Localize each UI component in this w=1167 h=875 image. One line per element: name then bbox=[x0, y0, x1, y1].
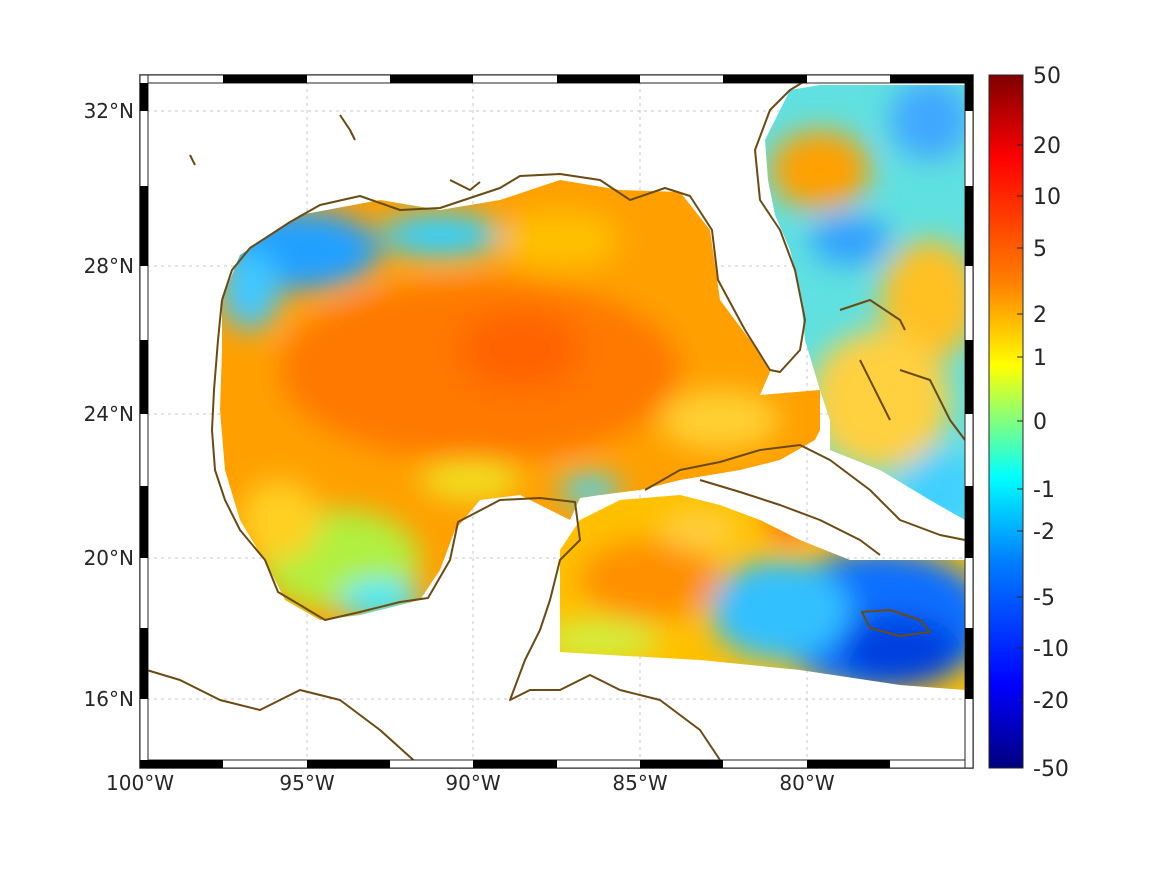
lon-tick-label: 85°W bbox=[612, 771, 667, 795]
lon-tick-label: 90°W bbox=[445, 771, 500, 795]
colorbar-tick-label: -10 bbox=[1033, 637, 1069, 662]
lat-tick-label: 24°N bbox=[84, 402, 134, 426]
lon-tick-label: 100°W bbox=[106, 771, 174, 795]
colorbar-tick-label: -2 bbox=[1033, 520, 1055, 545]
colorbar-tick-label: -1 bbox=[1033, 478, 1055, 503]
lon-axis: 100°W 95°W 90°W 85°W 80°W bbox=[106, 771, 835, 795]
lat-tick-label: 20°N bbox=[84, 546, 134, 570]
colorbar-tick-label: 20 bbox=[1033, 134, 1061, 159]
lat-tick-label: 16°N bbox=[84, 687, 134, 711]
colorbar-tick-label: 0 bbox=[1033, 410, 1047, 435]
colorbar-tick-label: 2 bbox=[1033, 303, 1047, 328]
lon-tick-label: 95°W bbox=[279, 771, 334, 795]
lat-axis: 32°N 28°N 24°N 20°N 16°N bbox=[84, 99, 134, 711]
colorbar-tick-label: 50 bbox=[1033, 64, 1061, 89]
colorbar-tick-label: 1 bbox=[1033, 346, 1047, 371]
colorbar-tick-label: -50 bbox=[1033, 757, 1069, 782]
lat-tick-label: 32°N bbox=[84, 99, 134, 123]
colorbar-tick-label: 10 bbox=[1033, 185, 1061, 210]
map-frame bbox=[139, 74, 974, 769]
colorbar-tick-label: -5 bbox=[1033, 586, 1055, 611]
colorbar-tick-label: 5 bbox=[1033, 237, 1047, 262]
lon-tick-label: 80°W bbox=[779, 771, 834, 795]
lat-tick-label: 28°N bbox=[84, 254, 134, 278]
colorbar-tick-label: -20 bbox=[1033, 689, 1069, 714]
coastlines bbox=[139, 77, 966, 767]
